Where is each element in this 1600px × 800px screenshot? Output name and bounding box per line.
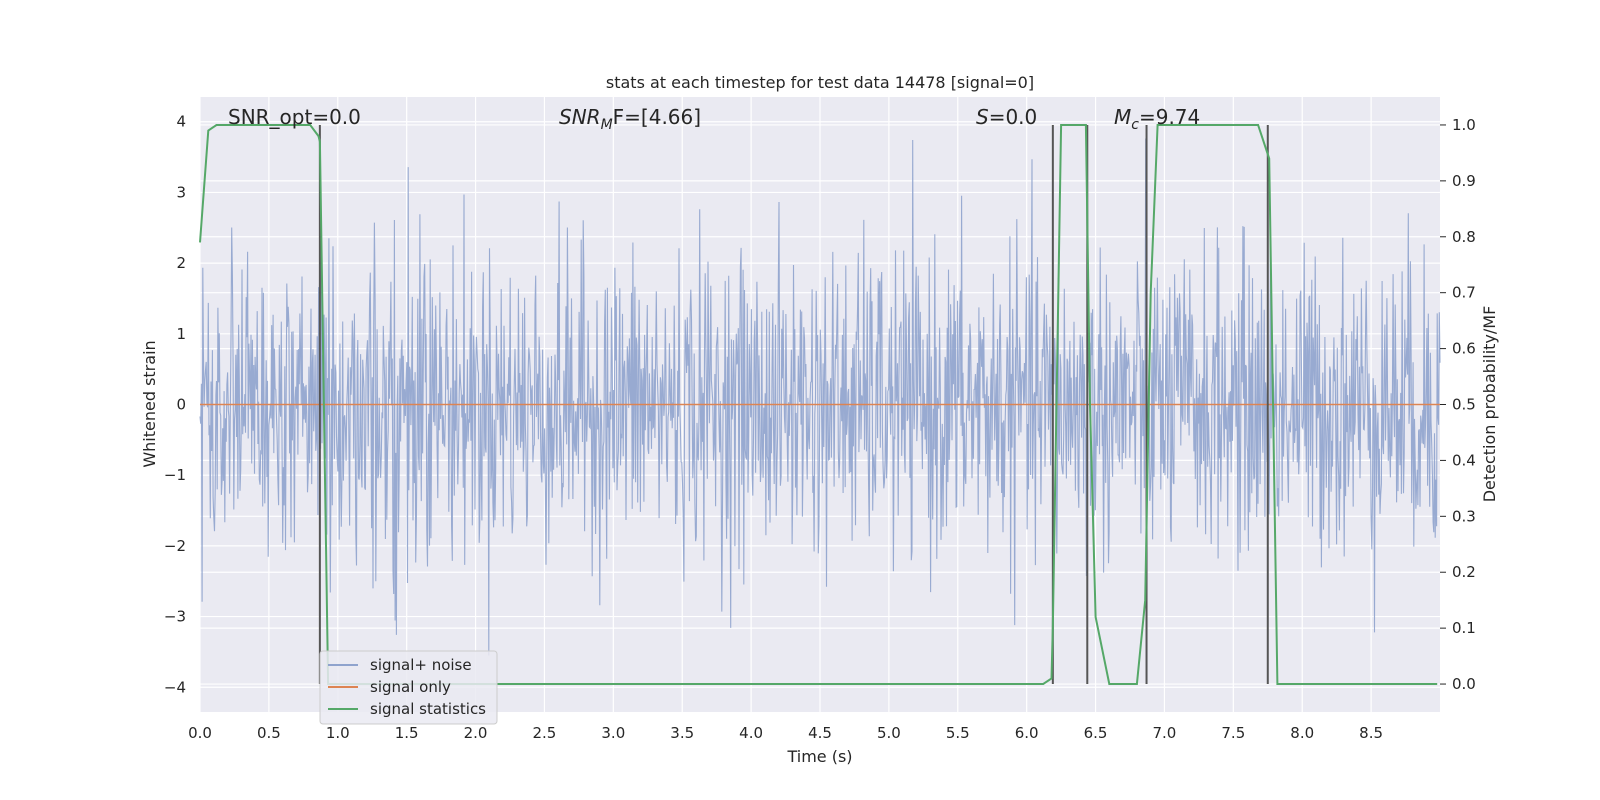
y-left-tick-label: 3 [176, 183, 186, 201]
y-left-axis-ticks: 4 3 2 1 0 −1 −2 −3 −4 [164, 113, 186, 697]
legend: signal+ noise signal only signal statist… [319, 650, 498, 725]
annotation-s-rest: =0.0 [989, 105, 1038, 129]
legend-label-signal-noise: signal+ noise [370, 656, 472, 674]
x-tick-label: 6.0 [1015, 724, 1039, 742]
x-tick-label: 2.0 [464, 724, 488, 742]
annotation-mc-rest: =9.74 [1139, 105, 1200, 129]
x-tick-label: 4.0 [739, 724, 763, 742]
legend-box [319, 650, 498, 725]
signal-statistics-series [199, 124, 1438, 685]
signal-noise-series [199, 138, 1441, 656]
annotation-mc-italic: M [1114, 105, 1131, 129]
annotation-snr-mf-rest: F=[4.66] [613, 105, 701, 129]
x-tick-label: 5.0 [877, 724, 901, 742]
x-tick-label: 8.0 [1290, 724, 1314, 742]
y-right-tick-label: 0.0 [1452, 675, 1476, 693]
y-left-tick-label: −1 [164, 466, 186, 484]
y-right-tick-label: 0.7 [1452, 284, 1476, 302]
x-tick-label: 0.0 [188, 724, 212, 742]
y-left-axis-label: Whitened strain [140, 340, 159, 467]
y-right-tick-label: 1.0 [1452, 116, 1476, 134]
y-left-tick-label: 4 [176, 113, 186, 131]
annotation-snr-mf-main: SNR [559, 105, 601, 129]
x-tick-label: 6.5 [1084, 724, 1108, 742]
signal-noise-line [199, 138, 1441, 656]
annotation-snr-mf: SNRMF=[4.66] [559, 105, 701, 133]
annotation-mc: Mc=9.74 [1114, 105, 1200, 133]
y-left-tick-label: −4 [164, 678, 186, 696]
y-left-tick-label: 0 [176, 396, 186, 414]
annotation-s: S=0.0 [976, 105, 1037, 129]
x-tick-label: 1.5 [395, 724, 419, 742]
x-tick-label: 1.0 [326, 724, 350, 742]
annotation-snr-mf-sub: M [601, 117, 613, 133]
y-right-axis-label: Detection probability/MF [1480, 306, 1499, 503]
x-tick-label: 3.5 [670, 724, 694, 742]
y-right-tick-label: 0.1 [1452, 619, 1476, 637]
y-left-tick-label: −2 [164, 537, 186, 555]
x-tick-label: 7.5 [1221, 724, 1245, 742]
chart-title: stats at each timestep for test data 144… [606, 73, 1034, 92]
y-right-tick-label: 0.8 [1452, 228, 1476, 246]
legend-label-signal-only: signal only [370, 678, 451, 696]
y-right-tick-label: 0.2 [1452, 563, 1476, 581]
y-right-axis-ticks: 0.0 0.1 0.2 0.3 0.4 0.5 0.6 0.7 0.8 0.9 1.0 [1440, 116, 1476, 693]
y-right-tick-label: 0.9 [1452, 172, 1476, 190]
x-tick-label: 4.5 [808, 724, 832, 742]
y-left-tick-label: 1 [176, 325, 186, 343]
annotation-mc-sub: c [1131, 117, 1139, 133]
x-tick-label: 8.5 [1359, 724, 1383, 742]
y-right-tick-label: 0.4 [1452, 451, 1476, 469]
annotation-s-italic: S [976, 105, 989, 129]
annotation-snr-opt: SNR_opt=0.0 [228, 105, 361, 129]
y-right-tick-label: 0.5 [1452, 396, 1476, 414]
x-axis-label: Time (s) [786, 747, 852, 766]
x-tick-label: 0.5 [257, 724, 281, 742]
y-left-tick-label: 2 [176, 254, 186, 272]
legend-label-signal-statistics: signal statistics [370, 700, 486, 718]
y-left-tick-label: −3 [164, 608, 186, 626]
y-right-tick-label: 0.6 [1452, 340, 1476, 358]
x-tick-label: 2.5 [533, 724, 557, 742]
x-tick-label: 7.0 [1153, 724, 1177, 742]
x-tick-label: 5.5 [946, 724, 970, 742]
x-axis-ticks: 0.0 0.5 1.0 1.5 2.0 2.5 3.0 3.5 4.0 4.5 5.0 5.5 6.0 6… [188, 724, 1383, 742]
y-right-tick-label: 0.3 [1452, 507, 1476, 525]
x-tick-label: 3.0 [601, 724, 625, 742]
